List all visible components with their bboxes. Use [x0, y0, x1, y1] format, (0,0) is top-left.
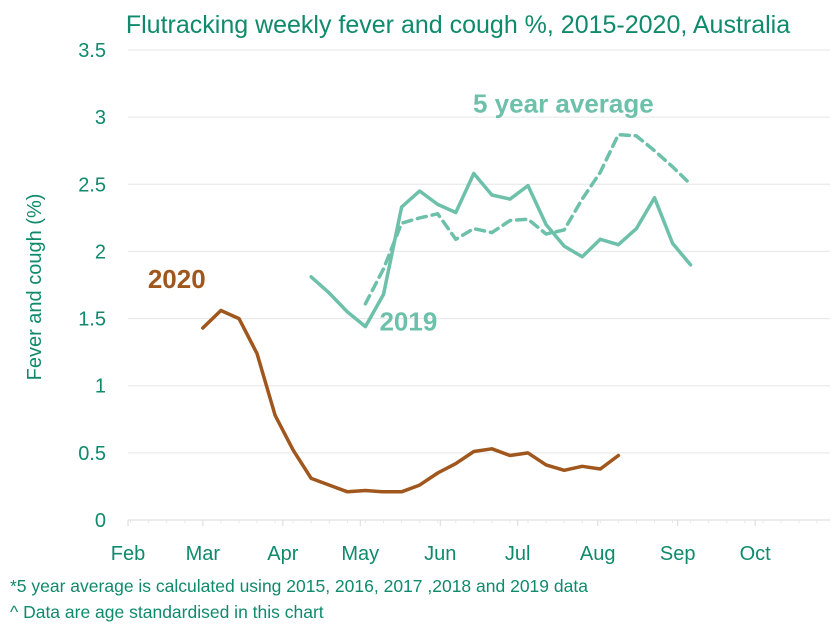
- x-tick-label: Feb: [111, 543, 145, 565]
- chart: Flutracking weekly fever and cough %, 20…: [24, 11, 830, 565]
- footnote-average: *5 year average is calculated using 2015…: [10, 576, 588, 596]
- series-line-5-year-average: [363, 132, 693, 306]
- series-lines: [201, 132, 693, 494]
- series-annotations: 2020 2019 5 year average: [148, 89, 654, 337]
- y-tick-label: 0: [95, 510, 106, 532]
- x-tick-label: Mar: [186, 543, 221, 565]
- y-tick-label: 3.5: [78, 40, 106, 62]
- x-tick-label: Jul: [505, 543, 531, 565]
- y-tick-label: 3: [95, 107, 106, 129]
- x-tick-label: May: [341, 543, 379, 565]
- y-tick-label: 1: [95, 376, 106, 398]
- footnote-standardised: ^ Data are age standardised in this char…: [10, 602, 324, 622]
- y-tick-label: 2: [95, 241, 106, 263]
- y-tick-label: 0.5: [78, 443, 106, 465]
- x-tick-label: Sep: [660, 543, 696, 565]
- x-tick-label: Jun: [424, 543, 456, 565]
- y-tick-label: 2.5: [78, 174, 106, 196]
- x-tick-labels: Feb Mar Apr May Jun Jul Aug Sep Oct: [111, 543, 771, 565]
- x-tick-label: Oct: [740, 543, 772, 565]
- annotation-2019: 2019: [379, 307, 437, 337]
- y-tick-labels: 0 0.5 1 1.5 2 2.5 3 3.5: [78, 40, 106, 532]
- y-axis-label: Fever and cough (%): [24, 194, 46, 381]
- chart-title: Flutracking weekly fever and cough %, 20…: [126, 11, 790, 39]
- annotation-5-year-average: 5 year average: [473, 89, 654, 119]
- x-tick-label: Aug: [580, 543, 616, 565]
- x-axis: [127, 519, 830, 526]
- series-line-2020: [201, 308, 621, 494]
- series-line-2019: [309, 171, 693, 329]
- gridlines: [128, 49, 830, 454]
- annotation-2020: 2020: [148, 264, 206, 294]
- y-tick-label: 1.5: [78, 309, 106, 331]
- x-tick-label: Apr: [267, 543, 298, 565]
